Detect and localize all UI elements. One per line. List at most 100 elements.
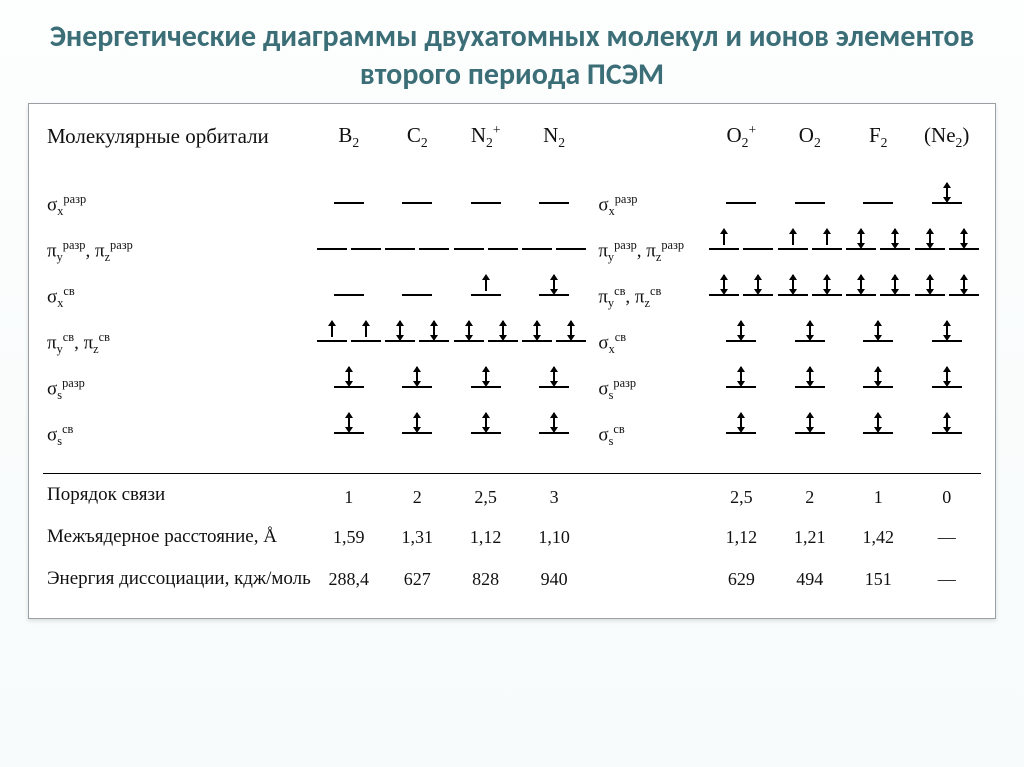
orbital-label-left: σxразр	[43, 187, 315, 223]
orbital-cell	[707, 279, 775, 315]
orbital-cell	[315, 279, 383, 315]
footer-value: 151	[844, 558, 912, 600]
orbital-cell	[520, 325, 588, 361]
orbital-cell	[844, 233, 912, 269]
orbital-cell	[776, 325, 844, 361]
mol-o2: O2	[776, 118, 844, 165]
orbital-cell	[520, 233, 588, 269]
orbital-cell	[520, 187, 588, 223]
orbital-row: σsразрσsразр	[43, 371, 981, 407]
orbital-cell	[315, 371, 383, 407]
footer-value: 1,12	[707, 516, 775, 558]
mo-table: Молекулярные орбитали B2 C2 N2+ N2 O2+ O…	[43, 118, 981, 600]
footer-value: 3	[520, 474, 588, 517]
diagram-panel: Молекулярные орбитали B2 C2 N2+ N2 O2+ O…	[28, 103, 996, 619]
orbital-cell	[383, 279, 451, 315]
orbital-cell	[776, 371, 844, 407]
footer-row: Межъядерное расстояние, Å1,591,311,121,1…	[43, 516, 981, 558]
footer-value: —	[912, 516, 981, 558]
orbital-cell	[520, 417, 588, 453]
footer-value: 1,42	[844, 516, 912, 558]
footer-label: Порядок связи	[43, 474, 315, 517]
orbital-cell	[707, 233, 775, 269]
footer-row: Энергия диссоциации, кдж/моль288,4627828…	[43, 558, 981, 600]
footer-label: Энергия диссоциации, кдж/моль	[43, 558, 315, 600]
orbital-cell	[383, 325, 451, 361]
orbital-cell	[451, 417, 519, 453]
page-title: Энергетические диаграммы двухатомных мол…	[28, 18, 996, 93]
orbital-cell	[383, 417, 451, 453]
orbital-cell	[776, 233, 844, 269]
orbital-row: σsсв σsсв	[43, 417, 981, 453]
footer-value: 1,12	[451, 516, 519, 558]
orbital-cell	[383, 187, 451, 223]
orbital-cell	[707, 187, 775, 223]
orbital-cell	[844, 371, 912, 407]
footer-value: 1,10	[520, 516, 588, 558]
orbital-cell	[844, 325, 912, 361]
footer-row: Порядок связи122,532,5210	[43, 474, 981, 517]
orbital-cell	[707, 417, 775, 453]
orbital-label-mid: πyсв, πzсв	[588, 279, 707, 315]
orbital-cell	[451, 279, 519, 315]
orbital-row: πyсв, πzсв σxсв	[43, 325, 981, 361]
orbital-cell	[315, 233, 383, 269]
orbital-cell	[707, 325, 775, 361]
footer-value: 828	[451, 558, 519, 600]
orbital-label-left: σxсв	[43, 279, 315, 315]
orbital-cell	[844, 417, 912, 453]
orbital-cell	[912, 233, 981, 269]
footer-value: 288,4	[315, 558, 383, 600]
footer-value: —	[912, 558, 981, 600]
mol-o2p: O2+	[707, 118, 775, 165]
mol-c2: C2	[383, 118, 451, 165]
mol-f2: F2	[844, 118, 912, 165]
orbital-row: σxсв πyсв, πzсв	[43, 279, 981, 315]
orbital-cell	[912, 325, 981, 361]
header-label: Молекулярные орбитали	[43, 118, 315, 165]
footer-value: 2	[383, 474, 451, 517]
orbital-row: πyразр, πzразрπyразр, πzразр	[43, 233, 981, 269]
mol-b2: B2	[315, 118, 383, 165]
orbital-cell	[707, 371, 775, 407]
orbital-cell	[912, 417, 981, 453]
orbital-cell	[451, 371, 519, 407]
orbital-cell	[520, 371, 588, 407]
footer-value: 1,31	[383, 516, 451, 558]
orbital-cell	[451, 233, 519, 269]
header-row: Молекулярные орбитали B2 C2 N2+ N2 O2+ O…	[43, 118, 981, 165]
orbital-cell	[776, 187, 844, 223]
orbital-label-mid: σxсв	[588, 325, 707, 361]
footer-value: 627	[383, 558, 451, 600]
orbital-label-mid: σsразр	[588, 371, 707, 407]
footer-value: 940	[520, 558, 588, 600]
orbital-label-mid: πyразр, πzразр	[588, 233, 707, 269]
orbital-cell	[315, 187, 383, 223]
orbital-label-left: σsсв	[43, 417, 315, 453]
footer-value: 1,59	[315, 516, 383, 558]
orbital-row: σxразр σxразр	[43, 187, 981, 223]
mol-ne2: (Ne2)	[912, 118, 981, 165]
footer-value: 494	[776, 558, 844, 600]
orbital-cell	[315, 417, 383, 453]
mol-n2p: N2+	[451, 118, 519, 165]
orbital-label-mid: σxразр	[588, 187, 707, 223]
footer-value: 1,21	[776, 516, 844, 558]
footer-value: 2,5	[451, 474, 519, 517]
mol-n2: N2	[520, 118, 588, 165]
orbital-cell	[776, 279, 844, 315]
orbital-cell	[912, 187, 981, 223]
orbital-label-mid: σsсв	[588, 417, 707, 453]
orbital-label-left: πyсв, πzсв	[43, 325, 315, 361]
footer-value: 0	[912, 474, 981, 517]
orbital-cell	[520, 279, 588, 315]
orbital-cell	[383, 233, 451, 269]
orbital-cell	[451, 187, 519, 223]
footer-value: 1	[315, 474, 383, 517]
footer-value: 1	[844, 474, 912, 517]
footer-value: 629	[707, 558, 775, 600]
orbital-cell	[912, 279, 981, 315]
footer-label: Межъядерное расстояние, Å	[43, 516, 315, 558]
footer-value: 2,5	[707, 474, 775, 517]
footer-value: 2	[776, 474, 844, 517]
